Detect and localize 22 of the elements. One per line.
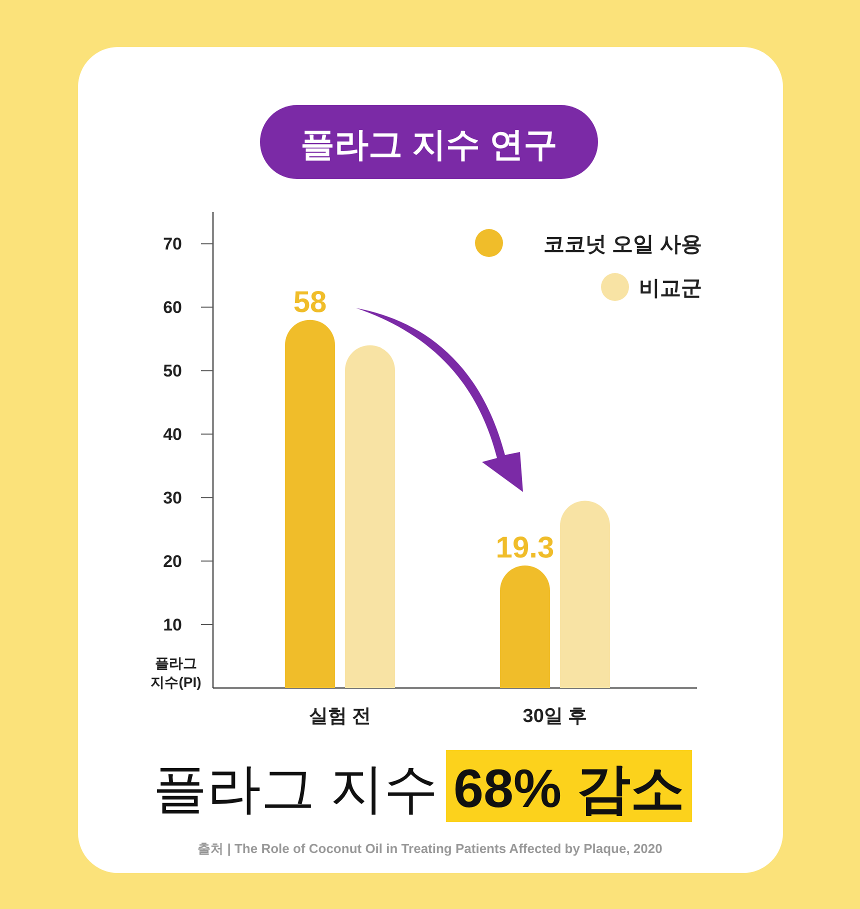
- y-tick-label: 50: [163, 362, 182, 381]
- chart-title: 플라그 지수 연구: [300, 126, 558, 164]
- bar: [500, 566, 550, 688]
- x-tick-label: 실험 전: [308, 706, 372, 727]
- text: 68% 감소: [453, 759, 685, 819]
- bar: [345, 345, 395, 688]
- y-axis-title: 플라그 지수(PI): [150, 655, 202, 690]
- source-note: 출처 | The Role of Coconut Oil in Treating Patients Affected by Plaque, 2020: [198, 841, 662, 856]
- y-tick-label: 10: [163, 616, 182, 635]
- data-label: 58: [293, 286, 327, 319]
- legend-label: 비교군: [639, 277, 702, 300]
- y-tick-label: 20: [163, 552, 182, 572]
- legend-label: 코코넛 오일 사용: [543, 233, 702, 256]
- y-tick-label: 70: [163, 234, 182, 254]
- x-tick-label: 30일 후: [522, 706, 588, 727]
- bar: [285, 320, 335, 688]
- text: 플라그 지수: [152, 759, 438, 819]
- y-tick-label: 60: [163, 298, 182, 318]
- data-label: 19.3: [496, 532, 554, 565]
- y-tick-label: 40: [163, 425, 182, 444]
- y-tick-label: 30: [163, 488, 182, 508]
- bar: [560, 500, 610, 688]
